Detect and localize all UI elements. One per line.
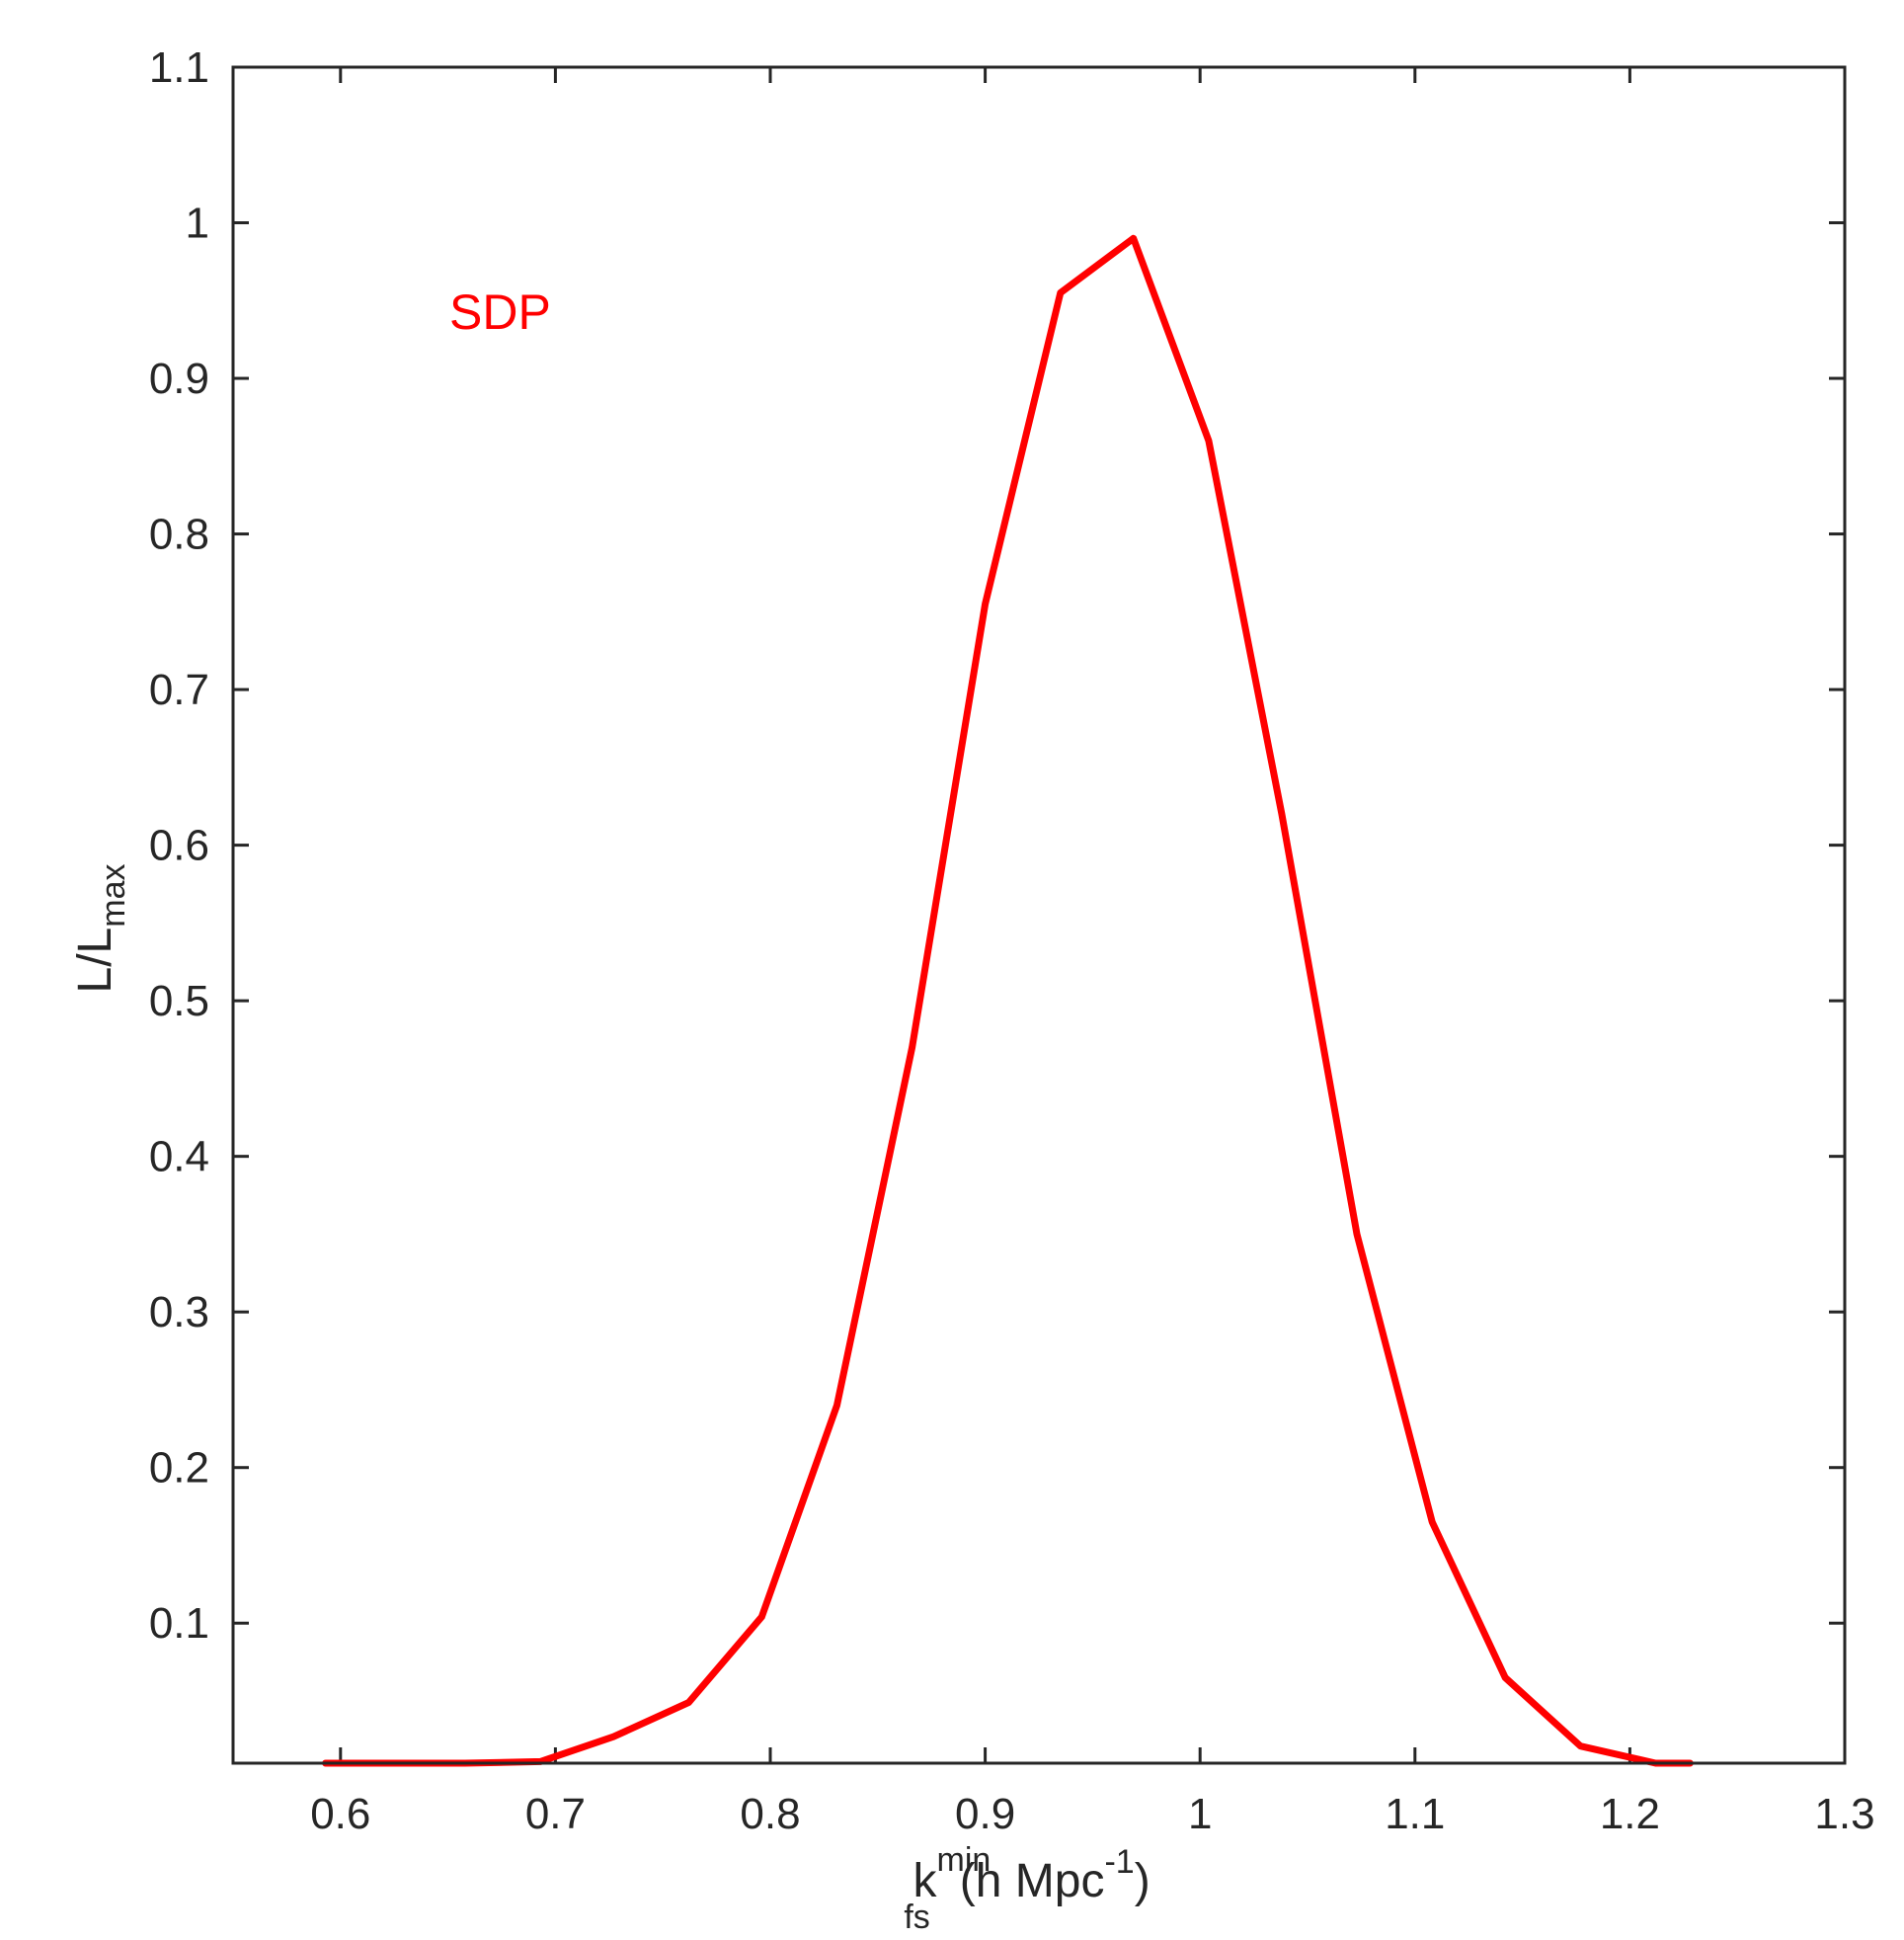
- x-tick-label: 1.2: [1600, 1790, 1660, 1838]
- y-tick-label: 0.6: [149, 822, 209, 870]
- x-axis-title: kmin fs (h Mpc-1): [904, 1841, 1150, 1936]
- x-tick-label: 1.1: [1385, 1790, 1445, 1838]
- y-tick-label: 0.9: [149, 355, 209, 403]
- x-tick-label: 1.3: [1814, 1790, 1874, 1838]
- x-axis-title-sub: fs: [904, 1899, 929, 1936]
- x-axis-title-unit-close: ): [1135, 1855, 1150, 1907]
- x-tick-label: 0.6: [310, 1790, 370, 1838]
- y-tick-label: 0.1: [149, 1599, 209, 1648]
- y-tick-label: 0.7: [149, 666, 209, 714]
- x-axis-title-sup: min: [937, 1841, 992, 1879]
- x-tick-label: 0.8: [740, 1790, 800, 1838]
- y-tick-label: 0.4: [149, 1133, 209, 1181]
- y-tick-label: 1.1: [149, 43, 209, 92]
- x-tick-label: 0.7: [525, 1790, 586, 1838]
- y-axis-title: L/Lmax: [69, 864, 132, 994]
- x-tick-label: 1: [1188, 1790, 1212, 1838]
- y-axis-title-sub: max: [95, 864, 132, 928]
- x-axis-title-unit: (h Mpc: [960, 1855, 1105, 1907]
- y-tick-label: 0.2: [149, 1444, 209, 1493]
- y-tick-label: 0.8: [149, 511, 209, 559]
- x-axis-title-unit-sup: -1: [1104, 1843, 1134, 1881]
- annotation-sdp: SDP: [449, 284, 551, 340]
- y-tick-label: 1: [186, 200, 209, 248]
- y-tick-label: 0.3: [149, 1288, 209, 1336]
- tick-labels: 0.6 0.7 0.8 0.9 1 1.1 1.2 1.3 0.1 0.2 0.3 0.4 0.5 0.6…: [149, 43, 1875, 1838]
- x-axis-title-base: k: [913, 1855, 938, 1907]
- x-tick-label: 0.9: [955, 1790, 1015, 1838]
- axes-box: [231, 65, 1847, 1765]
- series-line-sdp: [322, 234, 1694, 1767]
- y-tick-label: 0.5: [149, 977, 209, 1025]
- y-axis-title-base: L/L: [69, 928, 121, 994]
